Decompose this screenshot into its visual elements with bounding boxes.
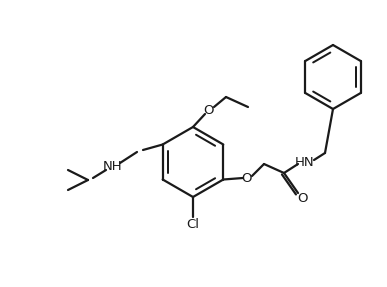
Text: O: O <box>242 172 252 185</box>
Text: HN: HN <box>295 156 315 168</box>
Text: Cl: Cl <box>187 218 200 232</box>
Text: O: O <box>297 191 307 205</box>
Text: NH: NH <box>103 160 123 174</box>
Text: O: O <box>204 104 214 117</box>
